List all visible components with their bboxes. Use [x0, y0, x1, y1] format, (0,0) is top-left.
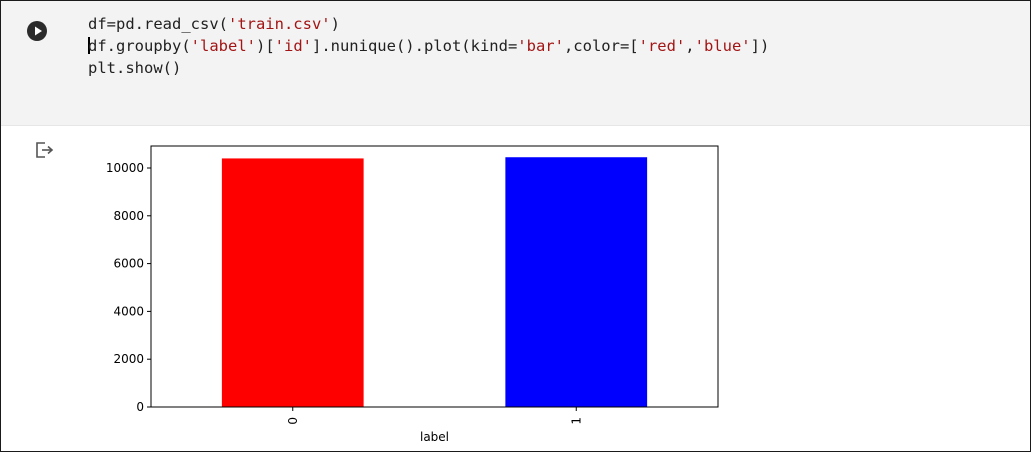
- x-axis-label: label: [420, 430, 449, 444]
- code-cell[interactable]: df=pd.read_csv('train.csv') df.groupby('…: [1, 1, 1030, 126]
- y-tick-label: 6000: [113, 257, 144, 271]
- y-tick-label: 8000: [113, 209, 144, 223]
- x-tick-label: 1: [569, 417, 583, 425]
- bar-chart: 0 1 0 2000 4000 6000 8000 10000 label: [106, 145, 719, 444]
- code-line: df=pd.read_csv('train.csv'): [88, 15, 340, 33]
- bar-0: [221, 158, 364, 407]
- text-cursor: [88, 37, 90, 54]
- code-line: df.groupby('label')['id'].nunique().plot…: [88, 37, 770, 55]
- y-tick-label: 0: [136, 400, 144, 414]
- x-tick-label: 0: [286, 417, 300, 425]
- plot-frame: [150, 145, 719, 408]
- y-tick-label: 2000: [113, 352, 144, 366]
- output-arrow-icon[interactable]: [35, 141, 59, 159]
- run-cell-button[interactable]: [27, 21, 47, 41]
- y-tick-label: 4000: [113, 304, 144, 318]
- y-tick-label: 10000: [106, 161, 144, 175]
- bar-1: [505, 157, 648, 407]
- code-editor[interactable]: df=pd.read_csv('train.csv') df.groupby('…: [88, 13, 769, 79]
- code-line: plt.show(): [88, 59, 182, 77]
- play-icon: [35, 26, 42, 36]
